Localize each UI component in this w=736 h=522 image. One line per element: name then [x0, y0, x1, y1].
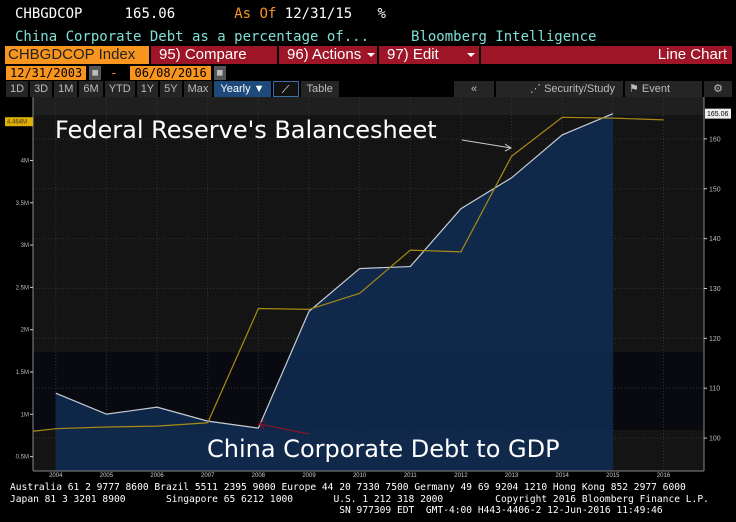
- dropdown-icon: [367, 53, 376, 57]
- flag-icon: ⚑: [629, 83, 642, 95]
- date-separator: -: [110, 66, 118, 80]
- date-range: 12/31/2003 ▦ - 06/08/2016 ▦: [6, 66, 226, 80]
- period-select[interactable]: Yearly ▼: [214, 81, 271, 97]
- right-tick-label: 130: [709, 286, 721, 293]
- line-chart-icon[interactable]: ⟋: [272, 81, 299, 97]
- fed-annotation: Federal Reserve's Balancesheet: [55, 116, 437, 144]
- edit-button[interactable]: 97) Edit: [377, 46, 479, 64]
- description-row: China Corporate Debt as a percentage of.…: [15, 29, 596, 45]
- description: China Corporate Debt as a percentage of.…: [15, 29, 370, 45]
- source: Bloomberg Intelligence: [411, 29, 597, 45]
- menu-bar: CHBGDCOP Index 95) Compare 96) Actions 9…: [5, 46, 732, 64]
- last-value: 165.06: [124, 6, 176, 22]
- footer: Australia 61 2 9777 8600 Brazil 5511 239…: [10, 482, 709, 517]
- actions-label: 96) Actions: [287, 46, 362, 63]
- right-tick-label: 100: [709, 436, 721, 443]
- x-tick-label: 2014: [556, 473, 570, 479]
- fed-annotation-arrow: [461, 139, 512, 149]
- x-tick-label: 2016: [657, 473, 671, 479]
- ticker: CHBGDCOP: [15, 6, 83, 22]
- china-debt-area: [55, 113, 613, 472]
- x-tick-label: 2007: [201, 473, 215, 479]
- arrowhead-icon: [258, 419, 266, 430]
- fed-balance-line: [32, 116, 664, 432]
- event-button[interactable]: ⚑ Event: [625, 81, 702, 97]
- range-1m[interactable]: 1M: [54, 81, 78, 97]
- compare-button[interactable]: 95) Compare: [149, 46, 277, 64]
- last-value-label: 165.06: [707, 111, 729, 118]
- x-tick-label: 2011: [404, 473, 418, 479]
- plot-band: [33, 97, 704, 115]
- chart-toolbar: 1D 3D 1M 6M YTD 1Y 5Y Max Yearly ▼ ⟋ Tab…: [6, 81, 732, 97]
- arrowhead-icon: [504, 143, 512, 152]
- footer-line: Australia 61 2 9777 8600 Brazil 5511 239…: [10, 482, 686, 493]
- right-tick-label: 140: [709, 236, 721, 243]
- footer-line: Japan 81 3 3201 8900 Singapore 65 6212 1…: [10, 493, 709, 505]
- last-value-tag: [705, 108, 731, 119]
- footer-line: SN 977309 EDT GMT-4:00 H443-4406-2 12-Ju…: [10, 505, 663, 516]
- left-tick-label: 4M: [21, 158, 29, 164]
- compare-label: 95) Compare: [159, 46, 247, 63]
- last-value-label: 4.464M: [7, 120, 27, 126]
- calendar-icon[interactable]: ▦: [89, 66, 102, 80]
- unit: %: [377, 6, 386, 22]
- right-tick-label: 110: [709, 386, 720, 393]
- header-row: CHBGDCOP 165.06 As Of 12/31/15 %: [15, 6, 386, 22]
- left-tick-label: 1.5M: [16, 370, 29, 376]
- right-tick-label: 120: [709, 336, 721, 343]
- end-date-input[interactable]: 06/08/2016: [130, 66, 211, 80]
- range-1y[interactable]: 1Y: [136, 81, 159, 97]
- table-button[interactable]: Table: [300, 81, 339, 97]
- x-tick-label: 2012: [454, 473, 468, 479]
- right-tick-label: 160: [709, 136, 721, 143]
- left-tick-label: 1M: [21, 412, 29, 418]
- x-tick-label: 2004: [49, 473, 63, 479]
- x-tick-label: 2006: [150, 473, 164, 479]
- left-tick-label: 2M: [21, 328, 29, 334]
- china-debt-line: [55, 113, 614, 429]
- left-tick-label: 2.5M: [16, 285, 29, 291]
- x-tick-label: 2009: [302, 473, 316, 479]
- security-field[interactable]: CHBGDCOP Index: [5, 46, 149, 64]
- x-tick-label: 2010: [353, 473, 367, 479]
- settings-gear-icon[interactable]: ⚙: [704, 81, 732, 97]
- x-tick-label: 2005: [100, 473, 114, 479]
- actions-button[interactable]: 96) Actions: [277, 46, 377, 64]
- dropdown-icon: [467, 53, 475, 57]
- china-annotation-arrow: [258, 423, 310, 435]
- x-tick-label: 2013: [505, 473, 519, 479]
- right-tick-label: 150: [709, 186, 721, 193]
- as-of-label: As Of: [234, 6, 277, 22]
- x-tick-label: 2015: [606, 473, 620, 479]
- security-study-label: Security/Study: [544, 83, 615, 95]
- left-tick-label: 0.5M: [16, 455, 29, 461]
- x-tick-label: 2008: [252, 473, 266, 479]
- start-date-input[interactable]: 12/31/2003: [6, 66, 87, 80]
- range-1d[interactable]: 1D: [6, 81, 29, 97]
- event-label: Event: [641, 83, 671, 95]
- as-of-date: 12/31/15: [284, 6, 353, 22]
- edit-label: 97) Edit: [387, 46, 439, 63]
- china-annotation: China Corporate Debt to GDP: [207, 435, 560, 463]
- study-icon: ⋰: [530, 83, 545, 95]
- range-ytd[interactable]: YTD: [104, 81, 135, 97]
- range-5y[interactable]: 5Y: [160, 81, 182, 97]
- security-study-button[interactable]: ⋰ Security/Study: [496, 81, 623, 97]
- range-max[interactable]: Max: [183, 81, 213, 97]
- chart-type-label: Line Chart: [657, 46, 727, 63]
- range-6m[interactable]: 6M: [79, 81, 103, 97]
- left-tick-label: 3.5M: [16, 201, 29, 207]
- range-3d[interactable]: 3D: [30, 81, 53, 97]
- chart-type-button[interactable]: Line Chart: [479, 46, 732, 64]
- collapse-button[interactable]: «: [454, 81, 494, 97]
- last-value-tag: [5, 117, 33, 127]
- calendar-icon[interactable]: ▦: [213, 66, 226, 80]
- left-tick-label: 3M: [21, 243, 29, 249]
